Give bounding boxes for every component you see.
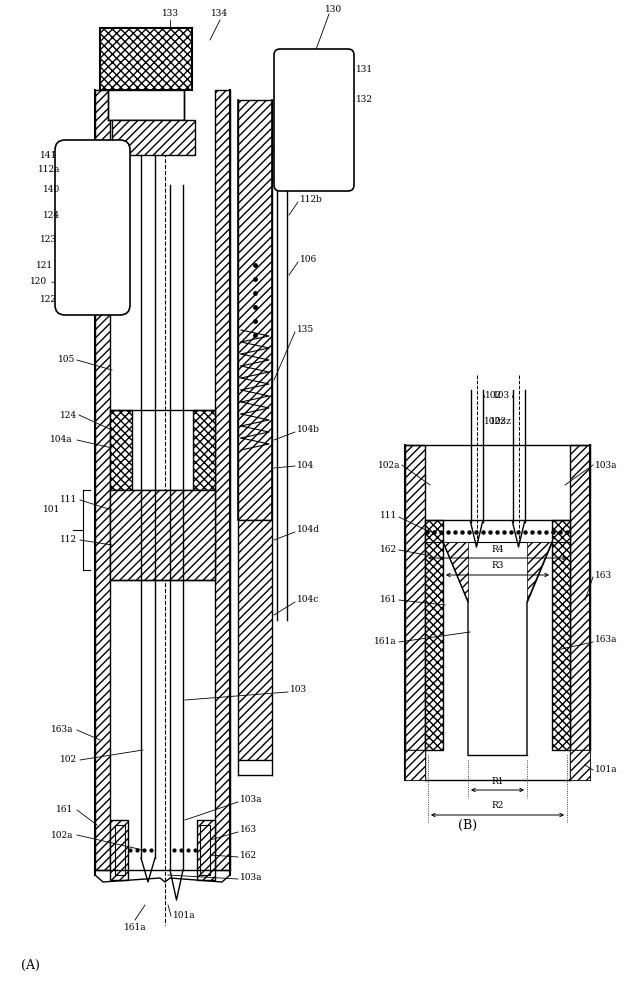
Text: 131: 131 bbox=[356, 66, 373, 75]
Text: R2: R2 bbox=[491, 802, 504, 810]
Text: 163a: 163a bbox=[595, 636, 618, 645]
Text: 161: 161 bbox=[380, 595, 397, 604]
Text: 102: 102 bbox=[60, 756, 77, 764]
Text: 122: 122 bbox=[40, 296, 57, 304]
Text: 103a: 103a bbox=[240, 874, 262, 882]
Polygon shape bbox=[527, 542, 552, 602]
Bar bbox=[115, 825, 125, 875]
Bar bbox=[193, 410, 215, 490]
Text: 104d: 104d bbox=[297, 526, 320, 534]
Text: 102: 102 bbox=[484, 390, 502, 399]
Text: 134: 134 bbox=[211, 9, 229, 18]
Text: 161a: 161a bbox=[374, 638, 397, 647]
Bar bbox=[197, 820, 215, 880]
Bar bbox=[405, 750, 425, 780]
Text: R1: R1 bbox=[491, 776, 504, 786]
Text: 163: 163 bbox=[240, 826, 257, 834]
Bar bbox=[200, 825, 210, 875]
Bar bbox=[110, 410, 132, 490]
Text: 103z: 103z bbox=[489, 418, 511, 426]
Text: 102a: 102a bbox=[51, 830, 73, 840]
Bar bbox=[215, 90, 230, 870]
Bar bbox=[570, 445, 590, 750]
Text: 130: 130 bbox=[326, 5, 342, 14]
FancyBboxPatch shape bbox=[55, 140, 130, 315]
Text: 111: 111 bbox=[60, 495, 77, 504]
Text: 124: 124 bbox=[60, 410, 77, 420]
Text: 161: 161 bbox=[56, 806, 73, 814]
Text: 111: 111 bbox=[380, 510, 397, 520]
Text: 133: 133 bbox=[161, 9, 179, 18]
Text: 132: 132 bbox=[356, 96, 373, 104]
Text: 104: 104 bbox=[297, 460, 314, 470]
Text: 112b: 112b bbox=[300, 196, 323, 205]
Bar bbox=[95, 90, 110, 870]
Text: 106: 106 bbox=[300, 255, 318, 264]
Text: 102z: 102z bbox=[484, 418, 506, 426]
Bar bbox=[552, 520, 570, 750]
Text: 103: 103 bbox=[290, 686, 307, 694]
Text: 162: 162 bbox=[240, 850, 257, 859]
Text: R4: R4 bbox=[491, 544, 504, 554]
FancyBboxPatch shape bbox=[274, 49, 354, 191]
Text: 120: 120 bbox=[30, 277, 47, 286]
Text: 123: 123 bbox=[40, 235, 57, 244]
Text: (A): (A) bbox=[21, 958, 39, 972]
Text: 103: 103 bbox=[493, 390, 511, 399]
Text: 162: 162 bbox=[380, 546, 397, 554]
Text: 105: 105 bbox=[58, 356, 75, 364]
Text: 101: 101 bbox=[42, 506, 60, 514]
Text: (B): (B) bbox=[458, 818, 477, 832]
Text: 103a: 103a bbox=[240, 796, 262, 804]
Bar bbox=[110, 490, 215, 580]
Text: 124: 124 bbox=[43, 211, 60, 220]
Bar bbox=[238, 520, 272, 760]
Polygon shape bbox=[443, 542, 468, 602]
Text: 102a: 102a bbox=[378, 460, 400, 470]
Text: 101a: 101a bbox=[595, 766, 618, 774]
Text: 163: 163 bbox=[595, 570, 612, 580]
Bar bbox=[425, 520, 443, 750]
Text: 140: 140 bbox=[42, 186, 60, 194]
Text: 104a: 104a bbox=[51, 436, 73, 444]
Bar bbox=[570, 750, 590, 780]
Bar bbox=[112, 120, 195, 155]
Text: 112a: 112a bbox=[38, 165, 60, 174]
Text: 141: 141 bbox=[40, 150, 57, 159]
Text: R3: R3 bbox=[491, 562, 504, 570]
Bar bbox=[110, 820, 128, 880]
Text: 104b: 104b bbox=[297, 426, 320, 434]
Bar bbox=[405, 445, 425, 750]
Text: 101a: 101a bbox=[173, 912, 196, 920]
Text: 161a: 161a bbox=[124, 924, 146, 932]
Bar bbox=[100, 28, 192, 90]
Text: 112: 112 bbox=[60, 536, 77, 544]
Text: 104c: 104c bbox=[297, 595, 319, 604]
Text: 103a: 103a bbox=[595, 460, 618, 470]
Bar bbox=[108, 90, 184, 120]
Text: 135: 135 bbox=[297, 326, 314, 334]
Bar bbox=[238, 100, 272, 520]
Text: 163a: 163a bbox=[51, 726, 73, 734]
Text: 121: 121 bbox=[36, 260, 53, 269]
